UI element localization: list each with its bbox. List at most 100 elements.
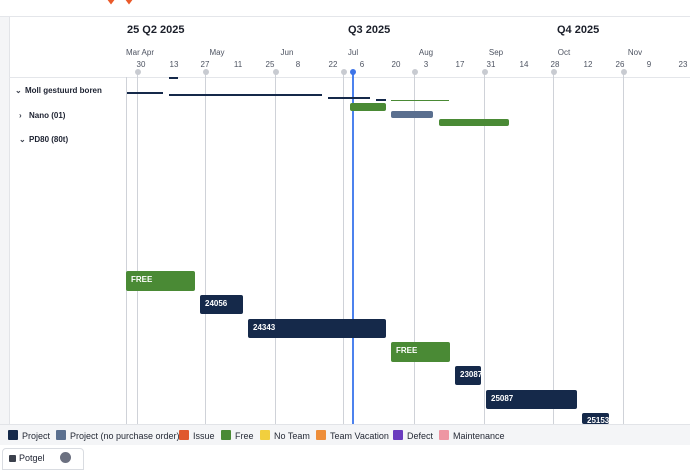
summary-bar[interactable] [391,100,449,101]
summary-bar[interactable] [376,99,386,101]
legend-swatch [8,430,18,440]
month-label: Mar Apr [125,48,155,57]
summary-bar[interactable] [127,92,163,94]
tab-label: Potgel [19,453,45,463]
month-label: Jun [280,48,294,57]
legend-label: Project [22,431,51,441]
bar-label: 23087 [460,370,481,379]
legend-label: No Team [274,431,310,441]
summary-bar[interactable] [328,97,370,99]
month-gridline [550,69,557,424]
legend-swatch [316,430,326,440]
legend-item-defect: Defect [393,430,433,441]
bottom-tab[interactable]: Potgel [2,448,84,470]
day-label: 20 [391,60,401,69]
month-label: Oct [557,48,571,57]
day-label: 31 [486,60,496,69]
month-gridline [481,69,488,424]
legend-item-no-team: No Team [260,430,310,441]
day-label: 22 [328,60,338,69]
left-collapsed-panel[interactable] [0,17,10,424]
gantt-bar-project[interactable]: 23087 [455,366,481,385]
day-label: 3 [423,60,429,69]
legend-label: Issue [193,431,215,441]
gantt-bar-project[interactable]: 25087 [486,390,577,409]
row-label: Nano (01) [29,111,66,120]
chevron-down-icon[interactable]: ⌄ [15,86,22,95]
row-nano[interactable]: › Nano (01) [19,111,65,120]
quarter-label: Q4 2025 [557,24,600,36]
month-label: Jul [347,48,359,57]
summary-bar[interactable] [169,77,178,79]
bar-label: 24056 [205,299,228,308]
legend-swatch [439,430,449,440]
day-label: 30 [136,60,146,69]
legend-item-maintenance: Maintenance [439,430,505,441]
legend-swatch [393,430,403,440]
month-label: May [209,48,225,57]
row-label: Moll gestuurd boren [25,86,102,95]
day-label: 26 [615,60,625,69]
day-label: 13 [169,60,179,69]
status-legend: Project Project (no purchase order) Issu… [0,424,690,445]
legend-label: Project (no purchase order) [70,431,180,441]
gantt-bar-free[interactable]: FREE [126,271,195,291]
bar-label: 25087 [491,394,514,403]
bar-label: 24343 [253,323,276,332]
month-gridline [620,69,627,424]
bar-label: FREE [396,346,418,355]
month-gridline [411,69,418,424]
legend-item-free: Free [221,430,254,441]
bar-label: 25153 [587,416,609,424]
legend-swatch [56,430,66,440]
month-label: Nov [627,48,643,57]
legend-item-project: Project [8,430,50,441]
legend-label: Maintenance [453,431,505,441]
legend-swatch [260,430,270,440]
chevron-right-icon[interactable]: › [19,111,22,120]
legend-label: Free [235,431,254,441]
logo-icon [125,0,133,5]
day-label: 11 [233,60,243,69]
bar-label: FREE [131,275,153,284]
day-label: 14 [519,60,529,69]
timeline-start-line [126,77,127,424]
day-label: 23 [678,60,688,69]
legend-item-team-vacation: Team Vacation [316,430,389,441]
row-pd80[interactable]: ⌄ PD80 (80t) [19,135,68,144]
gantt-bar-free[interactable] [350,103,386,111]
row-moll-gestuurd-boren[interactable]: ⌄ Moll gestuurd boren [15,86,102,95]
day-label: 6 [359,60,365,69]
day-label: 8 [295,60,301,69]
legend-item-issue: Issue [179,430,215,441]
month-gridline [134,69,141,424]
legend-item-project-no-po: Project (no purchase order) [56,430,180,441]
month-gridline [272,69,279,424]
gantt-bar-free[interactable]: FREE [391,342,450,362]
quarter-label: 25 Q2 2025 [127,24,185,36]
header-divider [9,77,690,78]
gantt-bar-project[interactable]: 24343 [248,319,386,338]
day-label: 27 [200,60,210,69]
close-icon[interactable] [60,452,71,463]
legend-label: Defect [407,431,434,441]
legend-label: Team Vacation [330,431,389,441]
gantt-bar-project[interactable]: 25153 [582,413,609,424]
today-marker [350,69,356,424]
logo-icon [107,0,115,5]
gantt-bar-project[interactable]: 24056 [200,295,243,314]
day-label: 9 [646,60,652,69]
row-label: PD80 (80t) [29,135,69,144]
chevron-down-icon[interactable]: ⌄ [19,135,26,144]
legend-swatch [221,430,231,440]
legend-swatch [179,430,189,440]
gantt-bar-project-no-po[interactable] [391,111,433,118]
day-label: 28 [550,60,560,69]
gantt-bar-free[interactable] [439,119,509,126]
day-label: 17 [455,60,465,69]
summary-bar[interactable] [169,94,322,96]
top-bar [0,0,690,17]
day-label: 25 [265,60,275,69]
month-label: Sep [488,48,504,57]
month-gridline [340,69,347,424]
